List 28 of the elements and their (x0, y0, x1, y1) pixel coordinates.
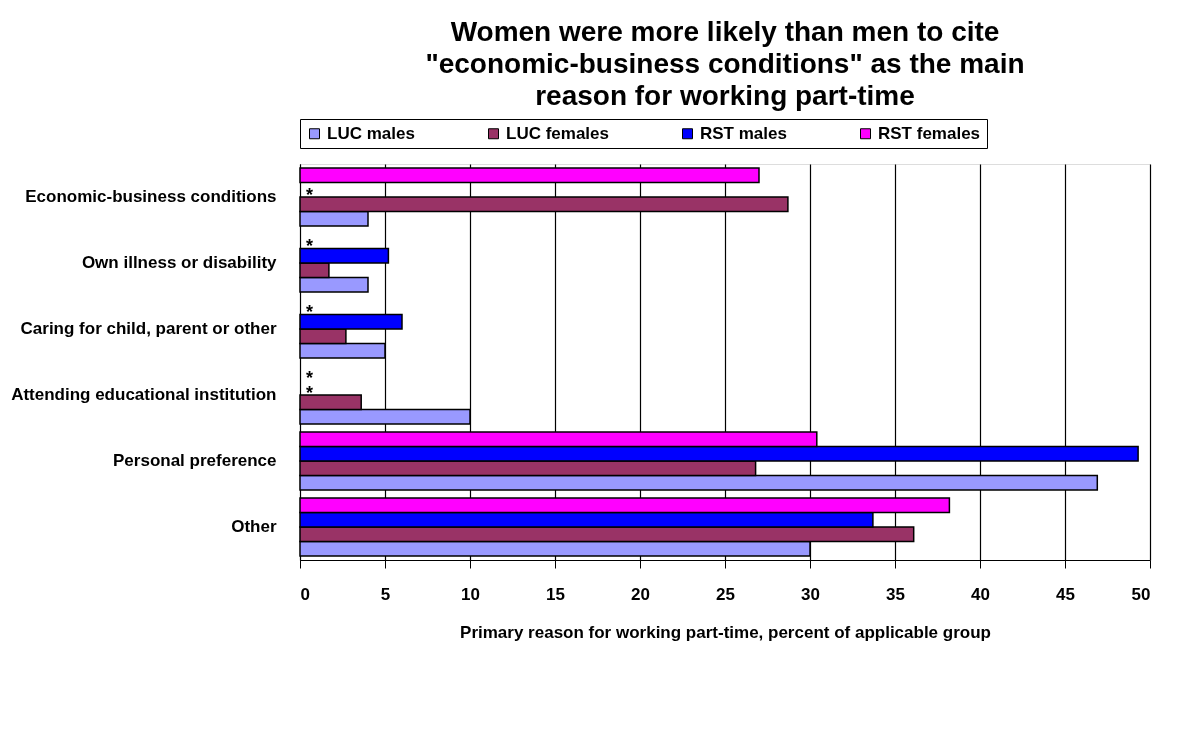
legend-label: RST females (878, 123, 981, 143)
x-tick-label: 0 (300, 584, 310, 604)
x-tick-label: 35 (886, 584, 905, 604)
x-tick-label: 20 (631, 584, 650, 604)
annotation: * (306, 236, 314, 257)
text: reason for working part-time (535, 79, 915, 111)
text: "economic-business conditions" as the main (425, 47, 1025, 79)
x-tick-label: 5 (380, 584, 391, 604)
y-tick-label: Other (231, 517, 277, 536)
legend-label: LUC males (327, 123, 415, 143)
y-tick-label: Caring for child, parent or other (20, 319, 277, 338)
y-tick-label: Own illness or disability (81, 253, 278, 272)
x-tick-label: 50 (1131, 584, 1151, 604)
legend-label: LUC females (506, 123, 609, 143)
annotation: * (306, 184, 314, 205)
legend-label: RST males (700, 123, 787, 143)
x-axis-title: Primary reason for working part-time, percent of applicable group (460, 622, 991, 642)
y-tick-label: Economic-business conditions (25, 187, 277, 206)
annotation: * (306, 302, 314, 323)
x-tick-label: 40 (971, 584, 990, 604)
x-tick-label: 25 (716, 584, 735, 604)
x-tick-label: 15 (546, 584, 565, 604)
y-tick-label: Attending educational institution (11, 385, 277, 404)
x-tick-label: 10 (461, 584, 480, 604)
text: Women were more likely than men to cite (450, 15, 1000, 47)
x-tick-label: 30 (801, 584, 820, 604)
y-tick-label: Personal preference (113, 451, 277, 470)
x-tick-label: 45 (1056, 584, 1075, 604)
